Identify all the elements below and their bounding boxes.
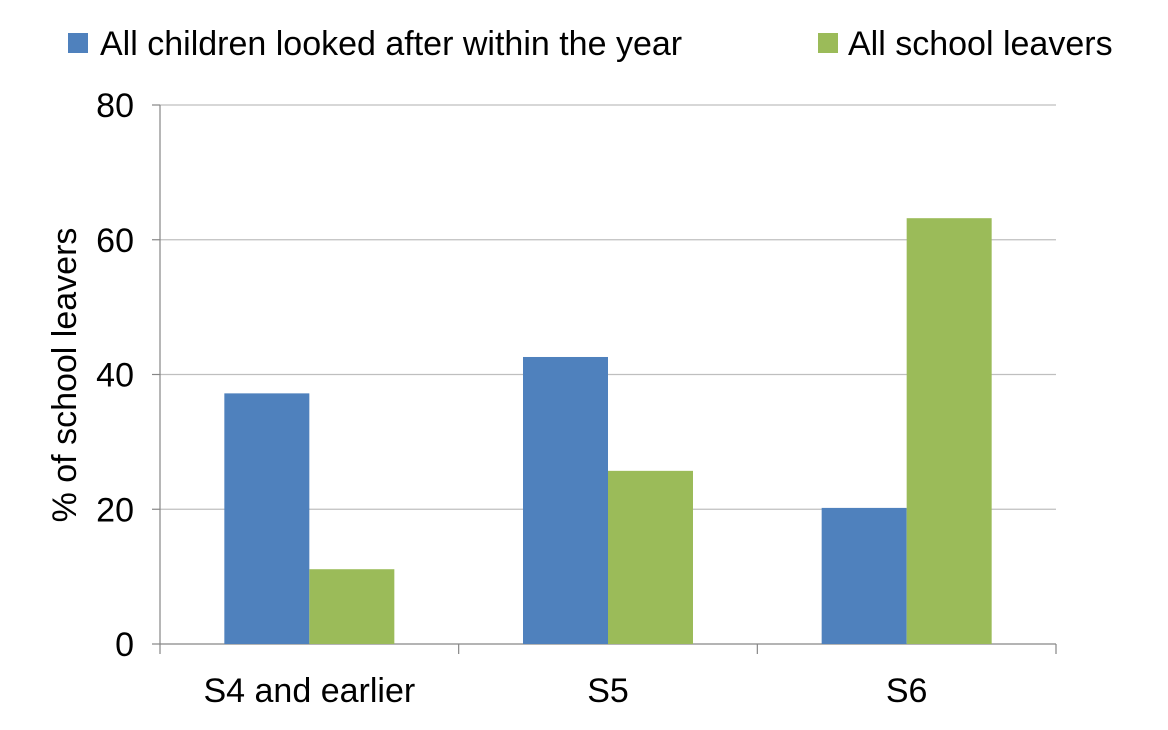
legend-swatch bbox=[68, 33, 88, 53]
y-tick-label: 0 bbox=[115, 626, 134, 664]
legend: All children looked after within the yea… bbox=[68, 25, 1113, 63]
y-tick-label: 80 bbox=[96, 87, 134, 125]
x-category-label: S4 and earlier bbox=[203, 672, 415, 710]
legend-label: All children looked after within the yea… bbox=[100, 25, 682, 63]
y-axis-ticks: 0 20 40 60 80 bbox=[96, 87, 160, 664]
bar-looked-after-2 bbox=[821, 507, 907, 644]
legend-swatch bbox=[818, 33, 838, 53]
y-tick-label: 60 bbox=[96, 222, 134, 260]
bars bbox=[224, 218, 992, 644]
x-category-label: S5 bbox=[587, 672, 629, 710]
bar-looked-after-0 bbox=[224, 393, 310, 644]
y-tick-label: 20 bbox=[96, 491, 134, 529]
y-tick-label: 40 bbox=[96, 357, 134, 395]
x-axis-labels: S4 and earlier S5 S6 bbox=[203, 672, 927, 710]
legend-label: All school leavers bbox=[848, 25, 1113, 63]
bar-all-leavers-1 bbox=[608, 470, 693, 644]
bar-all-leavers-2 bbox=[906, 218, 992, 644]
y-axis-title: % of school leavers bbox=[46, 228, 84, 523]
x-category-label: S6 bbox=[886, 672, 928, 710]
bar-looked-after-1 bbox=[523, 356, 608, 644]
bar-all-leavers-0 bbox=[309, 569, 395, 644]
